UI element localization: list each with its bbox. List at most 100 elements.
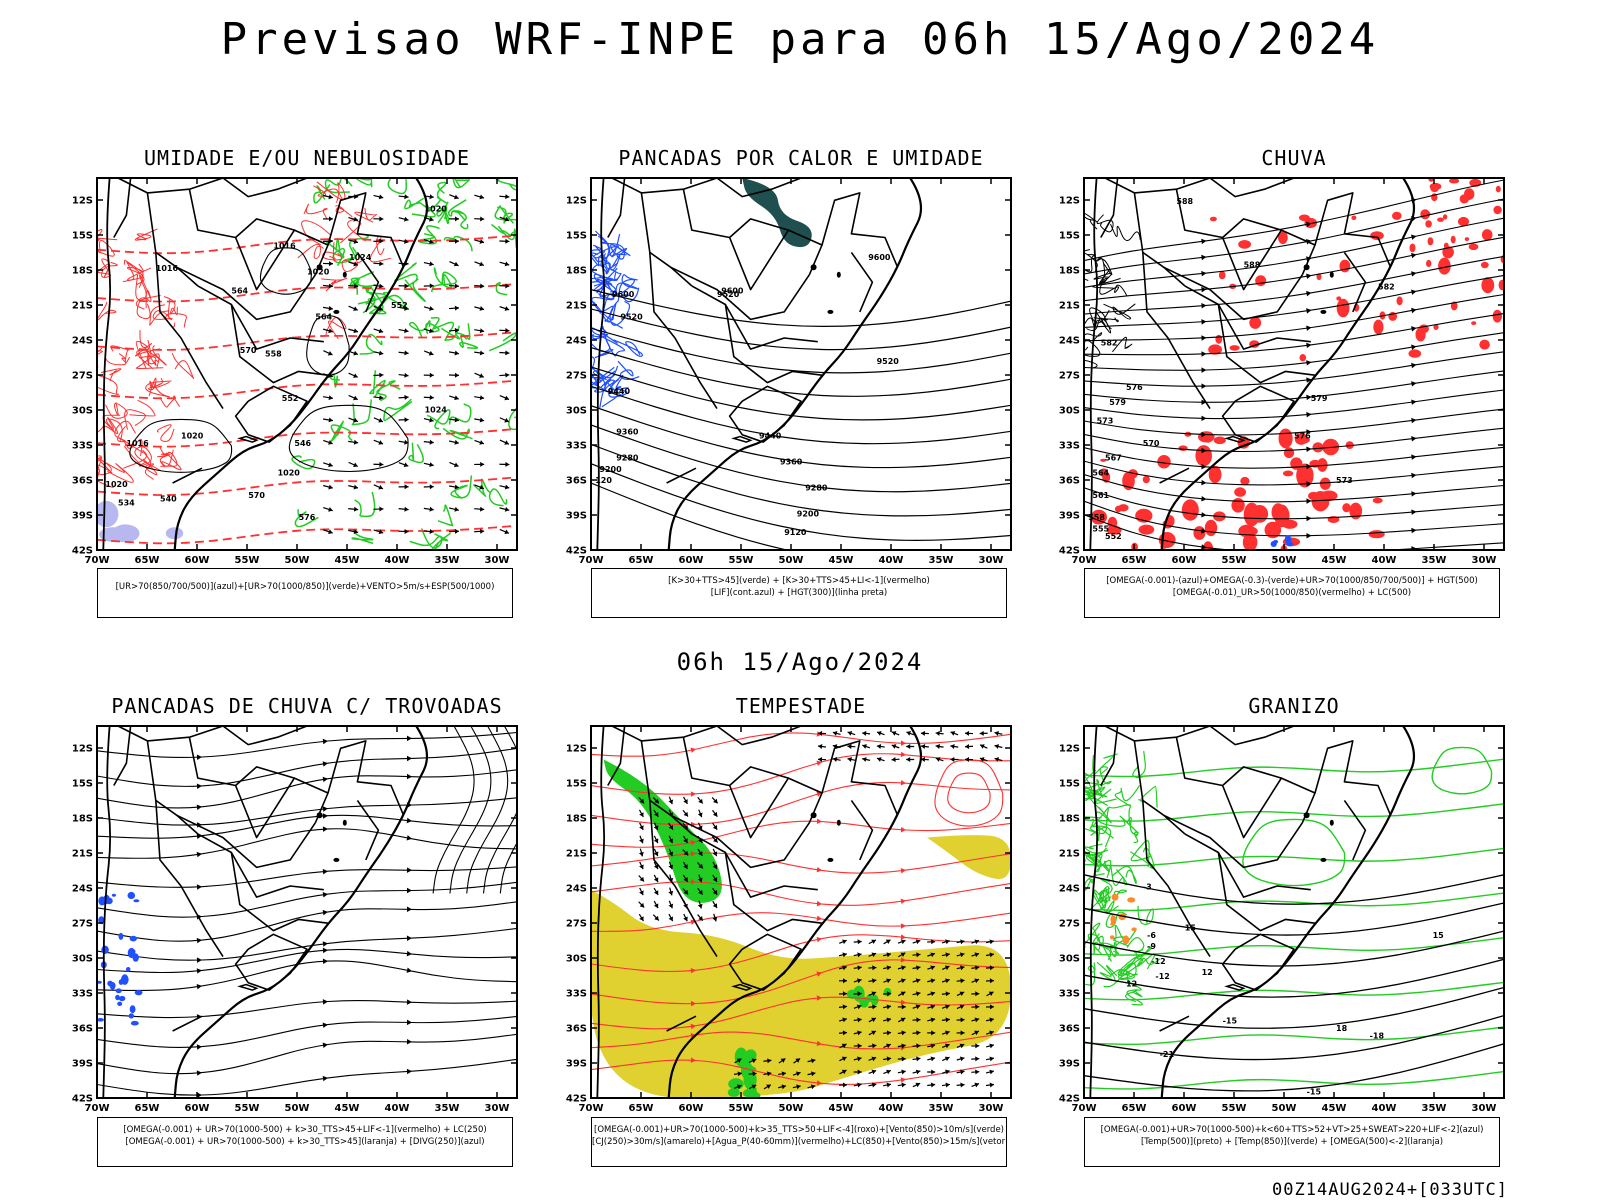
political-border bbox=[222, 726, 308, 746]
wind-vector bbox=[985, 939, 995, 945]
wind-vector bbox=[853, 1030, 862, 1036]
lon-label: 55W bbox=[1222, 1103, 1247, 1114]
humidity-red-contour bbox=[303, 203, 328, 220]
wind-vector bbox=[868, 1004, 877, 1010]
omega-blue bbox=[1286, 541, 1294, 547]
contour-label: -6 bbox=[1147, 931, 1156, 940]
wind-vector bbox=[348, 328, 359, 334]
streamline-arrowhead bbox=[406, 950, 412, 957]
humidity-red-contour bbox=[156, 424, 175, 442]
map-content bbox=[591, 726, 1011, 1098]
thickness-contour bbox=[97, 283, 517, 303]
wind-vector bbox=[956, 1030, 965, 1036]
streamline-arrowhead bbox=[1306, 481, 1312, 487]
streamline-arrowhead bbox=[322, 1022, 328, 1028]
wind-vector bbox=[712, 874, 718, 883]
political-border bbox=[234, 229, 329, 291]
wind-vector bbox=[449, 395, 459, 401]
lon-label: 55W bbox=[235, 555, 260, 566]
streamline bbox=[1084, 370, 1504, 403]
legend-line: [OMEGA(-0.001) + UR>70(1000-500) + k>30_… bbox=[123, 1125, 487, 1135]
lat-label: 18S bbox=[72, 814, 93, 825]
wind-vector bbox=[448, 216, 460, 222]
wind-vector bbox=[817, 757, 827, 762]
wind-vector bbox=[950, 757, 959, 762]
temp500-contour bbox=[1084, 874, 1504, 905]
streamline bbox=[1084, 446, 1504, 469]
streamline-850 bbox=[591, 881, 1011, 906]
lat-label: 24S bbox=[1059, 336, 1080, 347]
hgt500-contour bbox=[1084, 212, 1098, 230]
streamline-arrowhead bbox=[900, 780, 906, 786]
isobar bbox=[288, 404, 409, 473]
wind-vector bbox=[956, 991, 965, 997]
wind-850-fill bbox=[742, 1088, 758, 1098]
wind-vector bbox=[638, 796, 645, 804]
humidity-low-contour bbox=[387, 178, 408, 195]
hgt500-contour bbox=[1110, 223, 1141, 241]
wind-vector bbox=[956, 1069, 965, 1075]
lat-label: 12S bbox=[1059, 196, 1080, 207]
humidity-low-contour bbox=[433, 267, 452, 289]
lat-label: 21S bbox=[1059, 849, 1080, 860]
rain-fill bbox=[1415, 327, 1426, 342]
wind-vector bbox=[638, 848, 644, 857]
wind-850-fill bbox=[603, 759, 722, 903]
lif-contour bbox=[621, 274, 638, 290]
rain-fill bbox=[1294, 433, 1308, 445]
hgt500-contour bbox=[1093, 272, 1121, 284]
legend-pancadas-trovoadas: [OMEGA(-0.001) + UR>70(1000-500) + k>30_… bbox=[97, 1117, 513, 1167]
divergence-blue bbox=[97, 980, 102, 984]
political-border bbox=[724, 852, 823, 932]
wind-vector bbox=[398, 484, 409, 490]
divergence-blue bbox=[111, 893, 116, 897]
lagoa-dos-patos bbox=[731, 983, 753, 991]
lake bbox=[810, 264, 817, 271]
temp850-contour bbox=[1126, 937, 1145, 953]
temp850-contour bbox=[1102, 941, 1117, 962]
legend-chuva: [OMEGA(-0.001)-(azul)+OMEGA(-0.3)-(verde… bbox=[1084, 568, 1500, 618]
wind-vector bbox=[883, 939, 891, 945]
streamline bbox=[1084, 255, 1504, 315]
temp850-contour bbox=[1119, 958, 1144, 981]
map-content: -3 -6 -9 -12 -15 -18 -21 12 15 18 15 12 -12 -15 bbox=[1084, 726, 1504, 1098]
streamline-850 bbox=[591, 852, 1011, 874]
political-border bbox=[728, 777, 823, 839]
lat-label: 24S bbox=[72, 884, 93, 895]
wind-vector bbox=[941, 1017, 950, 1023]
political-border bbox=[172, 467, 203, 484]
political-border bbox=[728, 229, 823, 291]
wind-vector bbox=[322, 305, 334, 311]
streamline-arrowhead bbox=[1411, 289, 1417, 295]
wind-vector bbox=[847, 744, 856, 749]
streamline-arrowhead bbox=[690, 967, 696, 974]
streamline-arrowhead bbox=[406, 755, 412, 762]
streamline-arrowhead bbox=[322, 999, 328, 1005]
humidity-red-contour bbox=[321, 277, 348, 292]
humidity-low-contour bbox=[443, 235, 473, 252]
contour-label: 1020 bbox=[307, 268, 330, 277]
rain-fill bbox=[1193, 526, 1206, 540]
lat-label: 18S bbox=[72, 266, 93, 277]
wind-vector bbox=[682, 861, 689, 870]
wind-vector bbox=[474, 216, 485, 222]
humidity-red-contour bbox=[329, 242, 336, 262]
humidity-low-contour bbox=[294, 509, 319, 528]
wind-vector bbox=[891, 744, 900, 749]
political-border bbox=[1163, 266, 1304, 321]
streamline bbox=[97, 960, 517, 992]
streamline-arrowhead bbox=[196, 957, 202, 963]
wind-vector bbox=[868, 978, 877, 984]
rain-fill bbox=[1231, 498, 1245, 513]
lat-label: 24S bbox=[1059, 884, 1080, 895]
humidity-low-contour bbox=[494, 178, 517, 191]
lon-label: 70W bbox=[579, 1103, 604, 1114]
andes-border bbox=[596, 178, 606, 550]
streamline-arrowhead bbox=[196, 804, 202, 811]
streamline-arrowhead bbox=[406, 735, 412, 742]
humidity-upper-fill bbox=[165, 527, 184, 540]
divergence-blue bbox=[109, 982, 116, 990]
wind-vector bbox=[712, 900, 718, 909]
contour-label: 558 bbox=[265, 350, 282, 359]
